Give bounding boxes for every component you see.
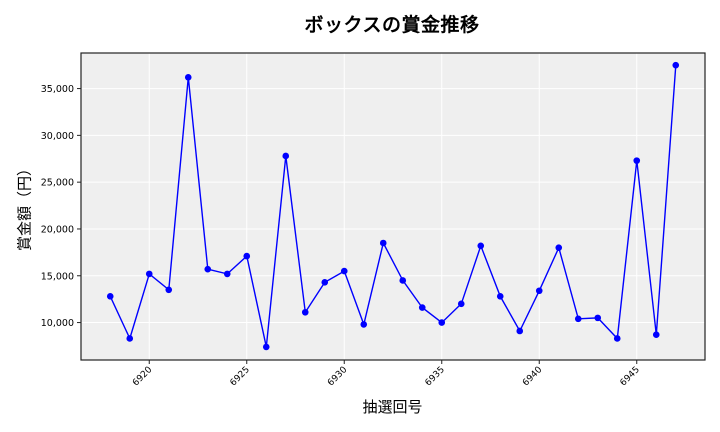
data-point-marker — [418, 304, 426, 311]
data-point-marker — [360, 321, 368, 328]
data-point-marker — [106, 293, 114, 300]
gridlines — [81, 53, 705, 360]
x-tick-label: 6935 — [424, 365, 447, 388]
data-point-marker — [262, 343, 270, 351]
y-tick-label: 10,000 — [41, 318, 74, 329]
y-tick-label: 30,000 — [41, 131, 74, 142]
x-tick-label: 6940 — [521, 365, 544, 388]
y-tick-label: 25,000 — [41, 178, 74, 189]
data-point-marker — [672, 61, 680, 69]
data-point-marker — [613, 335, 621, 342]
data-point-marker — [126, 335, 134, 342]
x-tick-label: 6925 — [229, 365, 252, 388]
data-point-marker — [204, 265, 212, 273]
data-point-marker — [535, 287, 543, 295]
y-tick-label: 15,000 — [41, 271, 74, 282]
data-point-marker — [184, 74, 192, 81]
data-point-marker — [165, 286, 173, 294]
data-point-marker — [477, 242, 485, 250]
data-point-marker — [457, 300, 465, 308]
chart-title: ボックスの賞金推移 — [304, 14, 480, 36]
data-point-marker — [223, 270, 231, 278]
data-point-marker — [282, 152, 290, 160]
series-line — [109, 65, 677, 348]
x-tick-label: 6945 — [619, 365, 642, 388]
data-point-marker — [438, 319, 446, 326]
data-point-marker — [340, 267, 348, 275]
data-point-marker — [399, 277, 407, 284]
data-point-marker — [243, 252, 251, 260]
data-point-marker — [652, 331, 660, 339]
x-axis-ticks: 6920 6925 6930 6935 6940 6945 — [131, 360, 642, 388]
x-tick-label: 6930 — [326, 365, 349, 388]
plot-background — [81, 53, 705, 360]
x-axis-label: 抽選回号 — [362, 398, 423, 416]
data-point-marker — [516, 327, 524, 335]
data-point-marker — [555, 244, 563, 251]
data-point-marker — [301, 308, 309, 316]
data-point-marker — [321, 279, 329, 286]
x-tick-label: 6920 — [131, 365, 154, 388]
data-point-marker — [633, 157, 641, 164]
y-axis-label: 賞金額（円） — [15, 160, 34, 252]
y-axis-ticks: 10,000 15,000 20,000 25,000 30,000 35,000 — [41, 84, 81, 329]
data-point-marker — [379, 239, 387, 247]
y-tick-label: 35,000 — [41, 84, 74, 95]
data-point-marker — [594, 314, 602, 322]
data-point-marker — [574, 315, 582, 323]
data-series-line — [106, 61, 680, 351]
y-tick-label: 20,000 — [41, 224, 74, 235]
data-point-marker — [145, 270, 153, 278]
plot-frame — [80, 52, 706, 361]
data-point-marker — [496, 293, 504, 300]
